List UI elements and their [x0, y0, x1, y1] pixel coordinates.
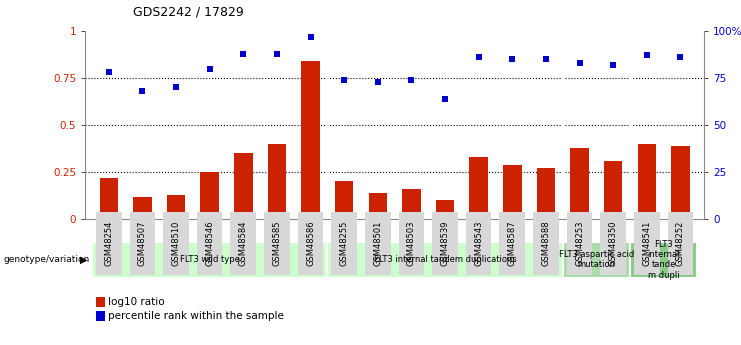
Text: GSM48253: GSM48253 [575, 221, 584, 266]
Point [103, 70, 115, 75]
Bar [167, 195, 185, 219]
Text: GSM48507: GSM48507 [138, 221, 147, 266]
Point [405, 77, 417, 83]
Text: GSM48539: GSM48539 [440, 221, 450, 266]
Point [540, 57, 552, 62]
Point [674, 55, 686, 60]
Text: GSM48350: GSM48350 [608, 221, 618, 266]
Text: FLT3 wild type: FLT3 wild type [180, 255, 239, 264]
Bar [335, 181, 353, 219]
Text: GSM48588: GSM48588 [542, 221, 551, 266]
Bar [402, 189, 421, 219]
Bar [571, 148, 589, 219]
Bar [368, 193, 387, 219]
Text: FLT3 internal tandem duplications: FLT3 internal tandem duplications [373, 255, 516, 264]
Point [338, 77, 350, 83]
Bar [604, 161, 622, 219]
Bar [503, 165, 522, 219]
Text: GSM48584: GSM48584 [239, 221, 247, 266]
Bar [133, 197, 152, 219]
Text: GSM48501: GSM48501 [373, 221, 382, 266]
Point [439, 96, 451, 101]
Text: genotype/variation: genotype/variation [4, 255, 90, 264]
Point [574, 60, 585, 66]
Text: GSM48255: GSM48255 [339, 221, 349, 266]
Point [170, 85, 182, 90]
Text: log10 ratio: log10 ratio [108, 297, 165, 307]
Text: GSM48254: GSM48254 [104, 221, 113, 266]
Text: GSM48587: GSM48587 [508, 221, 516, 266]
Text: GSM48541: GSM48541 [642, 221, 651, 266]
Point [136, 88, 148, 94]
Text: GSM48546: GSM48546 [205, 221, 214, 266]
Text: FLT3 aspartic acid
mutation: FLT3 aspartic acid mutation [559, 250, 634, 269]
Text: ▶: ▶ [80, 255, 87, 265]
Point [506, 57, 518, 62]
Text: FLT3
internal
tande
m dupli: FLT3 internal tande m dupli [648, 239, 679, 280]
Point [372, 79, 384, 85]
Text: GSM48543: GSM48543 [474, 221, 483, 266]
Bar [200, 172, 219, 219]
Text: GSM48503: GSM48503 [407, 221, 416, 266]
Text: GSM48585: GSM48585 [273, 221, 282, 266]
Bar [536, 168, 555, 219]
Bar [99, 178, 118, 219]
Bar [234, 153, 253, 219]
Point [607, 62, 619, 68]
Text: GSM48252: GSM48252 [676, 221, 685, 266]
Bar [671, 146, 690, 219]
Bar [268, 144, 286, 219]
Point [473, 55, 485, 60]
Text: GSM48510: GSM48510 [171, 221, 181, 266]
Text: GSM48586: GSM48586 [306, 221, 315, 266]
Text: GDS2242 / 17829: GDS2242 / 17829 [133, 5, 244, 18]
Text: percentile rank within the sample: percentile rank within the sample [108, 311, 284, 321]
Point [204, 66, 216, 71]
Bar [637, 144, 656, 219]
Point [271, 51, 283, 56]
Bar [469, 157, 488, 219]
Point [305, 34, 316, 39]
Bar [302, 61, 320, 219]
Point [641, 53, 653, 58]
Bar [436, 200, 454, 219]
Point [237, 51, 249, 56]
